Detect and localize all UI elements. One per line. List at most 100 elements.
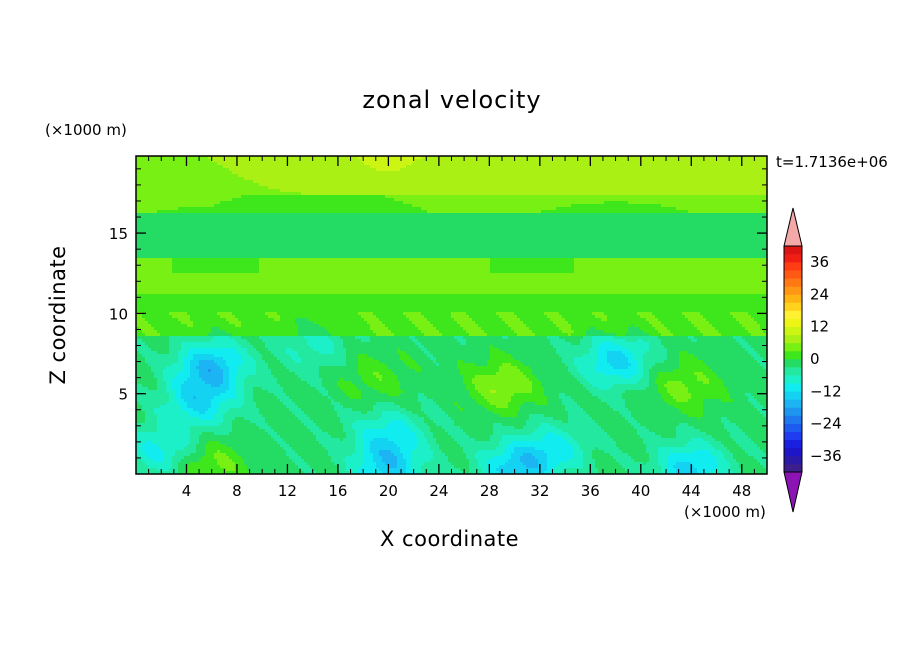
field-cell: [619, 168, 622, 171]
field-cell: [553, 201, 556, 204]
field-cell: [565, 174, 568, 177]
field-cell: [703, 165, 706, 168]
field-cell: [397, 183, 400, 186]
field-cell: [322, 216, 325, 219]
field-cell: [544, 192, 547, 195]
field-cell: [571, 174, 574, 177]
field-cell: [523, 189, 526, 192]
field-cell: [664, 213, 667, 216]
field-cell: [676, 201, 679, 204]
field-cell: [535, 180, 538, 183]
field-cell: [322, 183, 325, 186]
field-cell: [691, 210, 694, 213]
field-cell: [610, 210, 613, 213]
field-cell: [643, 204, 646, 207]
field-cell: [484, 201, 487, 204]
field-cell: [721, 183, 724, 186]
field-cell: [397, 201, 400, 204]
field-cell: [670, 168, 673, 171]
field-cell: [346, 159, 349, 162]
field-cell: [616, 195, 619, 198]
field-cell: [208, 222, 211, 225]
field-cell: [151, 225, 154, 228]
field-cell: [463, 201, 466, 204]
field-cell: [340, 168, 343, 171]
field-cell: [313, 162, 316, 165]
field-cell: [712, 159, 715, 162]
field-cell: [250, 207, 253, 210]
field-cell: [688, 198, 691, 201]
field-cell: [733, 162, 736, 165]
field-cell: [520, 159, 523, 162]
field-cell: [304, 207, 307, 210]
field-cell: [382, 168, 385, 171]
field-cell: [247, 171, 250, 174]
field-cell: [505, 168, 508, 171]
field-cell: [631, 195, 634, 198]
field-cell: [247, 213, 250, 216]
field-cell: [520, 198, 523, 201]
field-cell: [187, 177, 190, 180]
field-cell: [631, 201, 634, 204]
field-cell: [298, 186, 301, 189]
field-cell: [514, 168, 517, 171]
field-cell: [184, 171, 187, 174]
field-cell: [157, 180, 160, 183]
field-cell: [616, 189, 619, 192]
field-cell: [265, 219, 268, 222]
field-cell: [238, 177, 241, 180]
field-cell: [625, 168, 628, 171]
field-cell: [346, 180, 349, 183]
field-cell: [727, 168, 730, 171]
field-cell: [628, 162, 631, 165]
field-cell: [169, 204, 172, 207]
field-cell: [337, 195, 340, 198]
field-cell: [631, 222, 634, 225]
field-cell: [754, 165, 757, 168]
field-cell: [706, 195, 709, 198]
field-cell: [235, 204, 238, 207]
field-cell: [679, 162, 682, 165]
field-cell: [289, 225, 292, 228]
field-cell: [736, 222, 739, 225]
field-cell: [664, 186, 667, 189]
field-cell: [340, 189, 343, 192]
field-cell: [238, 159, 241, 162]
field-cell: [352, 222, 355, 225]
field-cell: [373, 183, 376, 186]
field-cell: [631, 186, 634, 189]
field-cell: [214, 171, 217, 174]
field-cell: [298, 168, 301, 171]
field-cell: [571, 186, 574, 189]
field-cell: [505, 195, 508, 198]
field-cell: [430, 183, 433, 186]
field-cell: [271, 195, 274, 198]
field-cell: [439, 207, 442, 210]
field-cell: [706, 192, 709, 195]
field-cell: [736, 201, 739, 204]
field-cell: [157, 177, 160, 180]
field-cell: [277, 225, 280, 228]
field-cell: [655, 198, 658, 201]
field-cell: [757, 165, 760, 168]
field-cell: [475, 186, 478, 189]
field-cell: [748, 168, 751, 171]
field-cell: [286, 210, 289, 213]
field-cell: [538, 168, 541, 171]
field-cell: [214, 222, 217, 225]
field-cell: [361, 162, 364, 165]
field-cell: [259, 210, 262, 213]
field-cell: [511, 207, 514, 210]
field-cell: [637, 216, 640, 219]
field-cell: [553, 177, 556, 180]
field-cell: [298, 183, 301, 186]
field-cell: [544, 225, 547, 228]
field-cell: [727, 180, 730, 183]
field-cell: [724, 204, 727, 207]
field-cell: [394, 210, 397, 213]
field-cell: [604, 162, 607, 165]
field-cell: [676, 177, 679, 180]
field-cell: [355, 213, 358, 216]
field-cell: [619, 180, 622, 183]
field-cell: [646, 168, 649, 171]
